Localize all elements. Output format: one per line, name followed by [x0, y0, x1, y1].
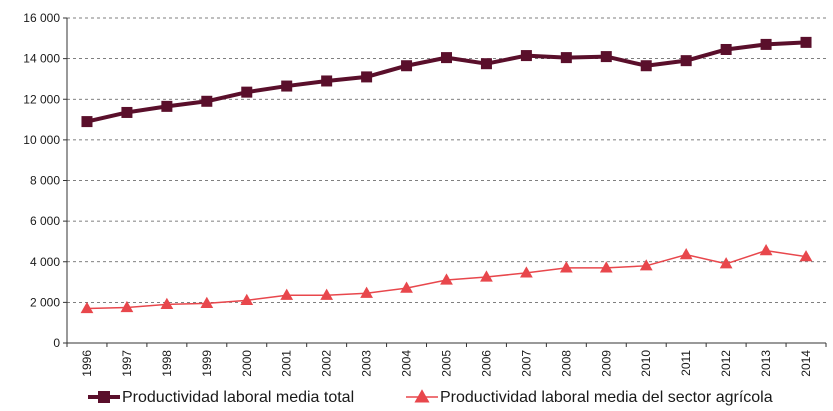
x-tick-label: 2009 [599, 350, 613, 377]
data-point [401, 60, 413, 72]
y-axis: 0 2 000 4 000 6 000 8 000 10 000 12 000 14 000 1… [23, 11, 68, 350]
data-point [520, 266, 533, 278]
data-point [81, 116, 93, 128]
y-tick-label: 16 000 [23, 11, 60, 25]
x-tick-label: 2007 [519, 350, 533, 377]
y-tick-label: 8 000 [30, 174, 60, 188]
data-point [160, 297, 174, 310]
data-point [281, 80, 293, 92]
data-point [639, 259, 653, 271]
x-tick-label: 1997 [120, 350, 134, 377]
data-point [480, 270, 493, 282]
data-point [719, 257, 733, 269]
data-point [241, 86, 253, 98]
data-point [200, 296, 214, 309]
series-2 [80, 243, 813, 314]
x-tick-label: 2014 [799, 350, 813, 377]
data-point [720, 43, 732, 55]
x-tick-label: 2005 [440, 350, 454, 377]
data-point [321, 75, 333, 87]
x-tick-label: 2011 [679, 350, 693, 376]
data-point [320, 288, 334, 300]
data-point [600, 51, 612, 63]
x-axis: 1996 1997 1998 1999 2000 2001 2002 2003 2004 2005… [66, 342, 827, 377]
x-tick-label: 1998 [160, 350, 174, 377]
data-point [520, 50, 532, 62]
data-point [161, 100, 173, 112]
legend-item-1: Productividad laboral media total [88, 389, 354, 406]
x-tick-label: 2002 [320, 350, 334, 377]
y-tick-label: 0 [53, 336, 60, 350]
x-tick-label: 2003 [360, 350, 374, 377]
data-point [480, 58, 492, 70]
y-tick-label: 12 000 [23, 92, 60, 106]
data-point [361, 71, 373, 83]
legend: Productividad laboral media total Product… [88, 389, 773, 406]
x-tick-label: 2001 [280, 350, 294, 377]
data-point [360, 286, 373, 298]
data-point [759, 243, 773, 256]
y-tick-label: 2 000 [30, 295, 60, 309]
data-point [800, 36, 812, 48]
y-tick-label: 14 000 [23, 52, 60, 66]
legend-item-2: Productividad laboral media del sector a… [406, 389, 773, 406]
series-group [80, 36, 813, 314]
data-point [201, 95, 213, 107]
x-tick-label: 2004 [400, 350, 414, 377]
series-1 [81, 36, 812, 128]
data-point [441, 52, 452, 64]
x-tick-label: 2008 [559, 350, 573, 377]
data-point [760, 38, 772, 50]
data-point [640, 60, 652, 72]
data-point [679, 248, 693, 260]
data-point [559, 261, 573, 273]
data-point [121, 106, 133, 118]
x-tick-label: 1999 [200, 350, 214, 377]
legend-label: Productividad laboral media del sector a… [440, 389, 773, 406]
data-point [680, 55, 692, 67]
data-point [599, 261, 613, 273]
data-point [80, 301, 94, 314]
gridlines [67, 17, 826, 303]
legend-marker [98, 391, 110, 403]
x-tick-label: 2013 [759, 350, 773, 377]
data-point [440, 273, 453, 285]
y-tick-label: 4 000 [30, 255, 60, 269]
x-tick-label: 1996 [80, 350, 94, 377]
data-point [280, 288, 294, 300]
data-point [240, 293, 254, 305]
data-point [799, 250, 813, 262]
x-tick-label: 2000 [240, 350, 254, 377]
x-tick-label: 2012 [719, 350, 733, 377]
y-tick-label: 6 000 [30, 214, 60, 228]
x-tick-label: 2010 [639, 350, 653, 377]
legend-label: Productividad laboral media total [122, 389, 354, 406]
legend-marker [414, 389, 430, 403]
data-point [560, 52, 572, 64]
data-point [120, 300, 134, 313]
x-tick-label: 2006 [479, 350, 493, 377]
y-tick-label: 10 000 [23, 133, 60, 147]
data-point [400, 281, 413, 293]
